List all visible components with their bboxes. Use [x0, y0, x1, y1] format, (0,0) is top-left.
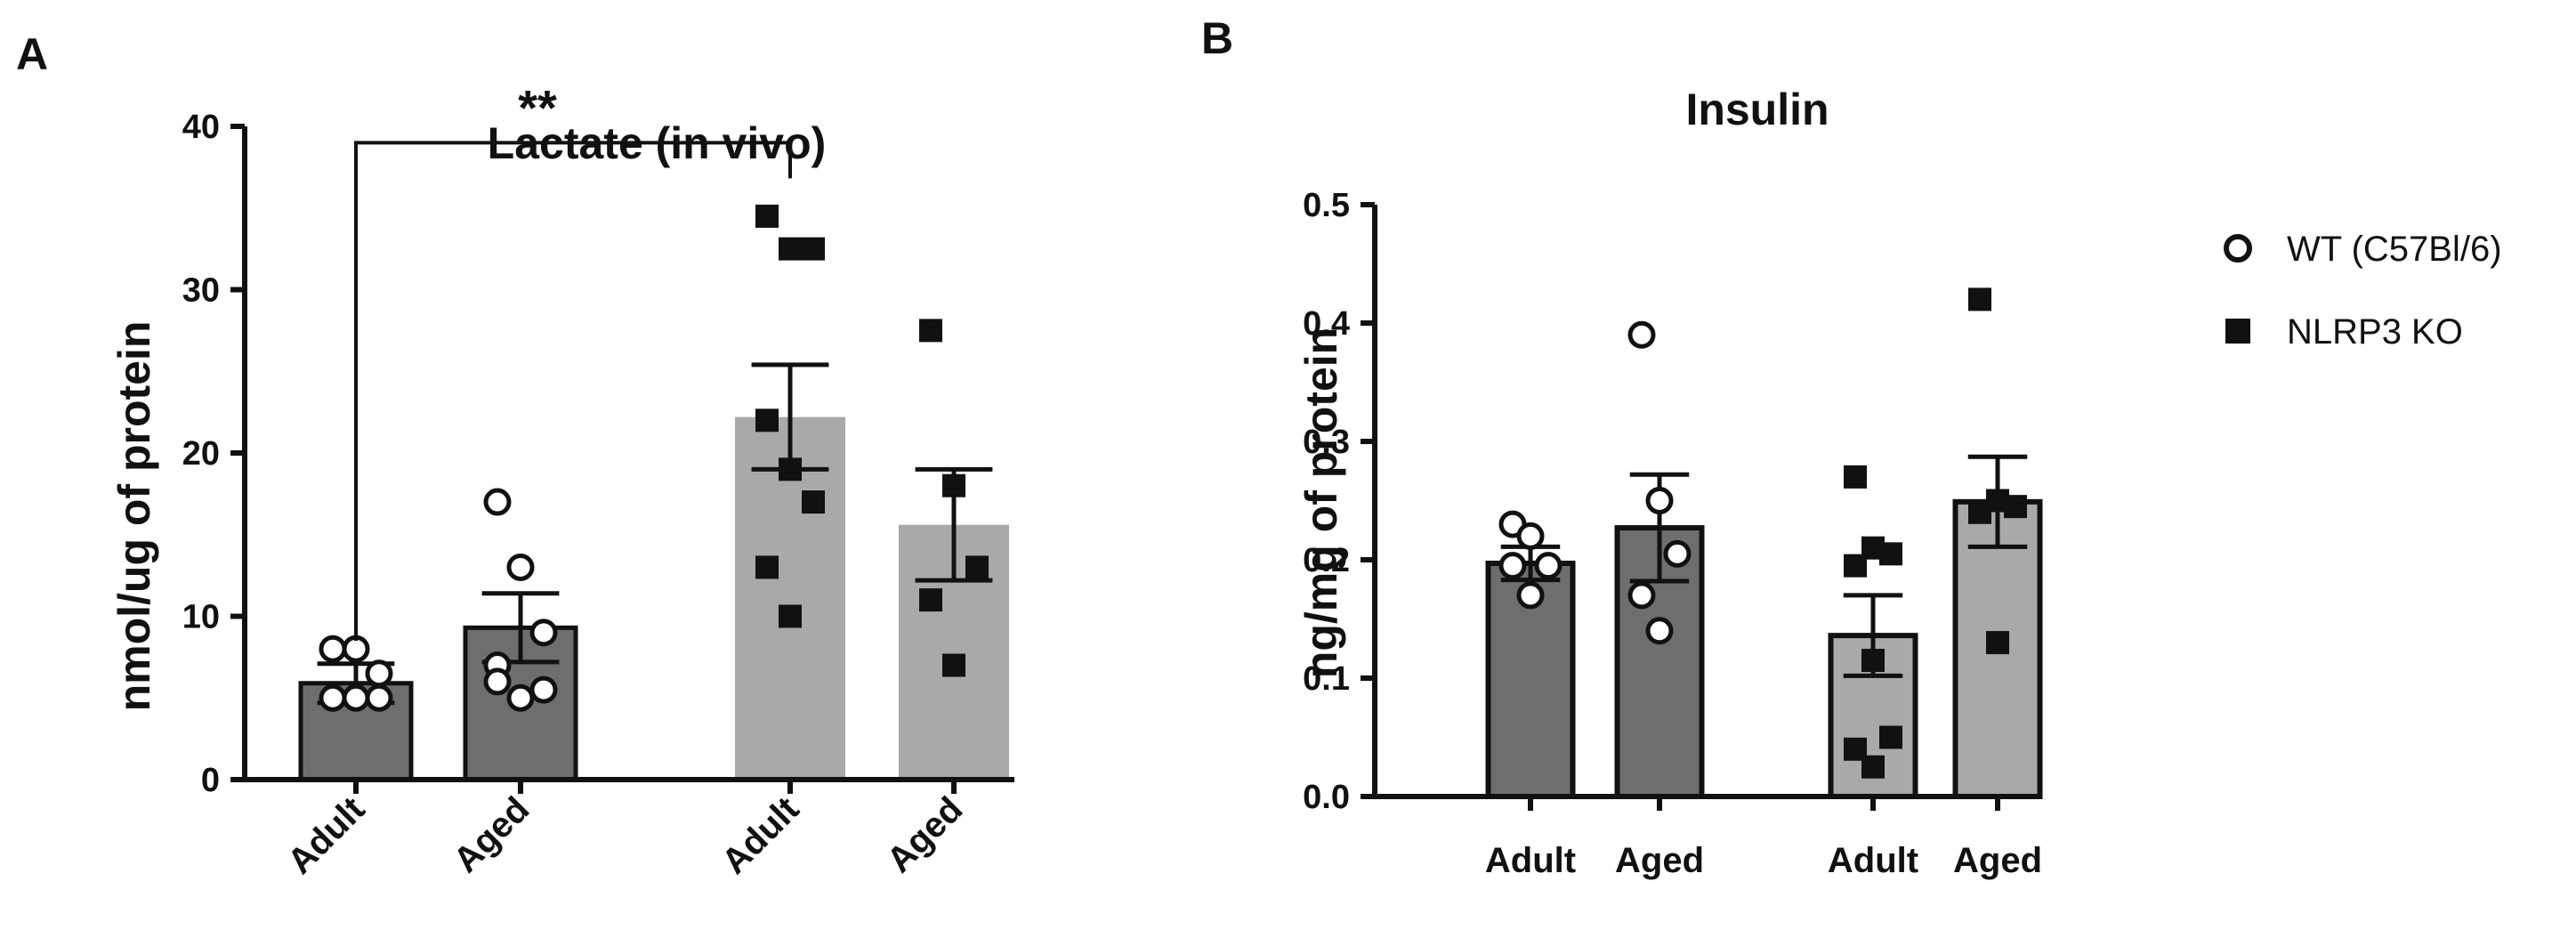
data-point-ko	[1986, 631, 2009, 655]
data-point-ko	[779, 237, 802, 261]
y-tick-label: 10	[182, 599, 220, 636]
y-tick-label: 0	[201, 762, 220, 799]
data-point-ko	[1844, 465, 1867, 489]
data-point-wt	[1645, 617, 1674, 645]
data-point-wt	[1516, 581, 1545, 610]
data-point-wt	[1627, 581, 1656, 610]
data-point-wt	[1663, 539, 1692, 568]
data-point-ko	[755, 555, 779, 579]
data-point-wt	[483, 667, 512, 696]
data-point-wt	[1534, 552, 1563, 580]
legend-open-circle-icon	[2224, 234, 2252, 263]
data-point-wt	[342, 683, 370, 712]
data-point-ko	[802, 237, 825, 261]
legend: WT (C57Bl/6) NLRP3 KO	[2224, 230, 2502, 352]
data-point-ko	[919, 588, 942, 612]
y-tick-label: 0.1	[1303, 660, 1350, 698]
x-category-label: Adult	[280, 789, 372, 881]
data-point-ko	[2004, 495, 2027, 519]
data-point-wt	[483, 488, 512, 516]
data-point-ko	[802, 490, 825, 514]
y-tick-label: 30	[182, 272, 220, 310]
data-point-ko	[1861, 755, 1885, 779]
significance-label: **	[518, 79, 557, 135]
panel-b-chart: Insulin ng/mg of protein 0.0 0.1 0.2 0.3 0.4…	[1296, 85, 2043, 880]
panel-b-letter: B	[1201, 13, 1233, 63]
legend-label-ko: NLRP3 KO	[2287, 312, 2463, 352]
panel-a-letter: A	[16, 29, 48, 79]
data-point-ko	[1968, 500, 1991, 524]
data-point-wt	[1645, 487, 1674, 514]
data-point-ko	[919, 319, 942, 343]
data-point-wt	[319, 683, 347, 712]
data-point-wt	[1516, 522, 1545, 550]
y-tick-label: 40	[182, 109, 220, 146]
y-tick-label: 0.5	[1303, 187, 1350, 224]
data-point-wt	[365, 683, 393, 712]
x-category-label: Aged	[1615, 841, 1704, 880]
y-tick-label: 20	[182, 435, 220, 473]
panel-b-y-axis-label: ng/mg of protein	[1296, 328, 1346, 678]
data-point-ko	[1968, 287, 1991, 311]
data-point-wt	[506, 553, 535, 581]
legend-label-wt: WT (C57Bl/6)	[2287, 230, 2502, 269]
data-point-ko	[755, 204, 779, 228]
x-category-label: Adult	[1828, 841, 1918, 880]
data-point-ko	[1861, 649, 1885, 673]
x-category-label: Adult	[715, 789, 806, 881]
x-category-label: Adult	[1485, 841, 1576, 880]
x-category-label: Aged	[1953, 841, 2042, 880]
data-point-wt	[529, 619, 558, 647]
data-point-ko	[755, 408, 779, 433]
data-point-ko	[942, 653, 965, 677]
x-category-label: Aged	[880, 789, 971, 880]
y-tick-label: 0.2	[1303, 542, 1350, 579]
data-point-wt	[1627, 320, 1656, 349]
panel-a-chart: Lactate (in vivo) nmol/ug of protein 010…	[109, 79, 1014, 882]
x-category-label: Aged	[447, 789, 537, 880]
y-tick-label: 0.4	[1303, 305, 1350, 343]
data-point-wt	[342, 635, 370, 663]
data-point-ko	[1844, 554, 1867, 578]
y-tick-label: 0.0	[1303, 779, 1350, 816]
data-point-ko	[942, 473, 965, 497]
significance-bracket	[354, 141, 792, 642]
data-point-wt	[319, 635, 347, 663]
data-point-wt	[1498, 552, 1527, 580]
panel-b-title: Insulin	[1685, 85, 1829, 134]
legend-filled-square-icon	[2225, 319, 2250, 344]
data-point-wt	[529, 675, 558, 704]
data-point-ko	[1879, 542, 1902, 566]
data-point-ko	[779, 604, 802, 628]
panel-a-y-axis-label: nmol/ug of protein	[109, 321, 159, 712]
data-point-ko	[779, 457, 802, 481]
data-point-ko	[965, 555, 989, 579]
data-point-wt	[506, 683, 535, 712]
data-point-ko	[1879, 725, 1902, 749]
y-tick-label: 0.3	[1303, 424, 1350, 461]
data-point-wt	[365, 659, 393, 688]
